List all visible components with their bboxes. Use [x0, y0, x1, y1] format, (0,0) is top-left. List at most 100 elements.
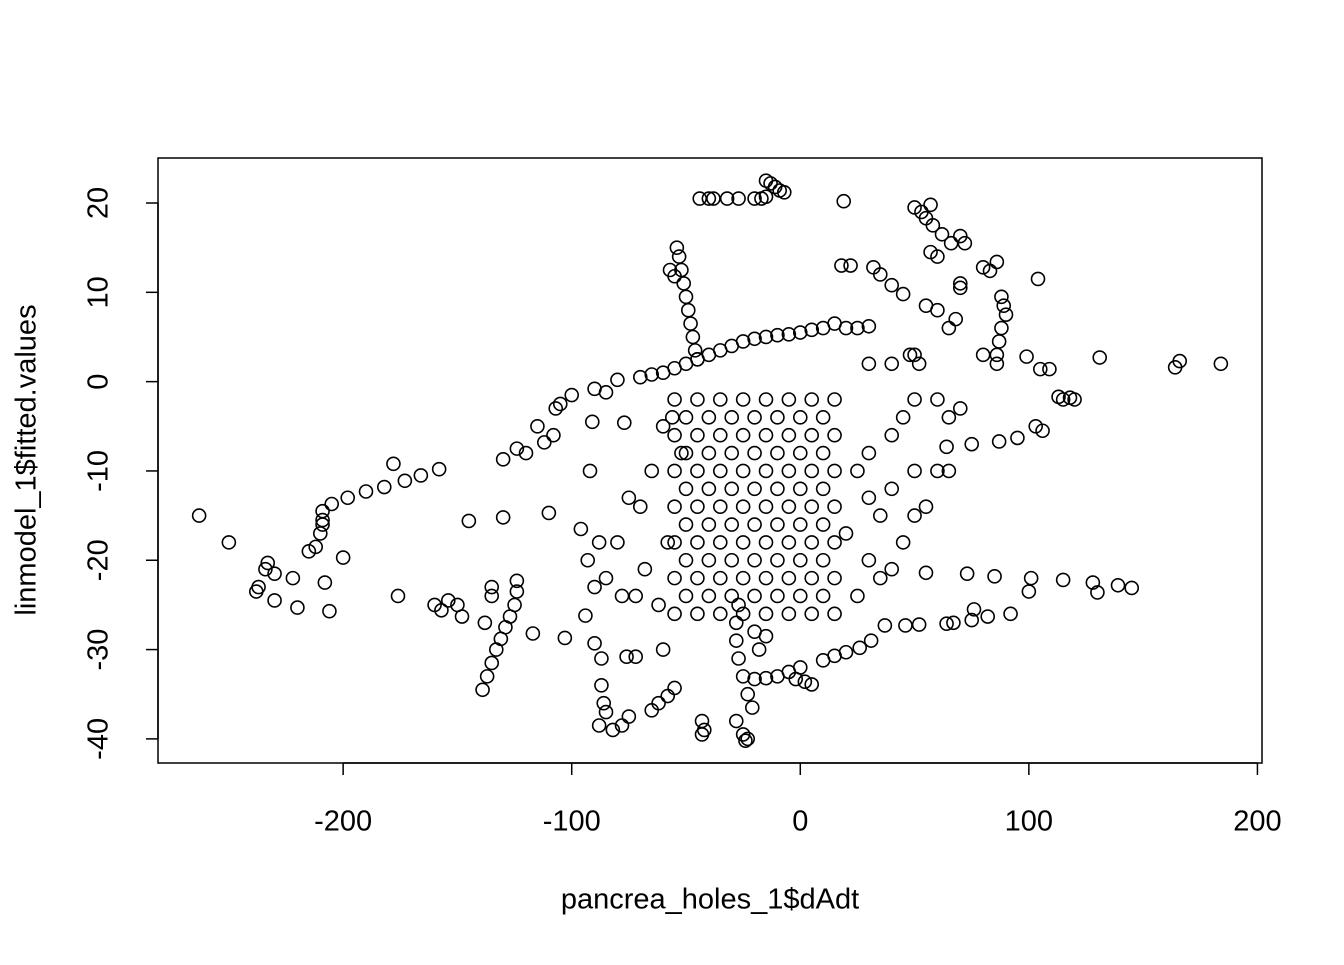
point: [994, 320, 1009, 336]
point: [308, 539, 324, 555]
point: [735, 499, 751, 514]
x-tick-label: 0: [792, 806, 808, 838]
point: [930, 463, 945, 479]
point: [690, 392, 705, 407]
point: [792, 481, 808, 497]
point: [335, 550, 351, 565]
point: [632, 369, 648, 385]
point: [484, 588, 500, 604]
point: [655, 642, 671, 657]
point: [728, 633, 744, 648]
point: [735, 606, 751, 622]
point: [1030, 271, 1046, 287]
point: [731, 191, 746, 206]
point: [1032, 361, 1048, 377]
point: [683, 316, 698, 331]
point: [598, 570, 614, 586]
point: [667, 680, 682, 696]
point: [315, 503, 330, 519]
point: [834, 258, 849, 273]
point: [941, 410, 957, 425]
point: [735, 535, 751, 550]
point: [957, 235, 973, 251]
point: [850, 463, 865, 479]
point: [930, 249, 945, 264]
point: [701, 481, 717, 497]
point: [781, 535, 797, 550]
point: [671, 249, 687, 264]
point: [644, 463, 660, 479]
point: [747, 331, 762, 347]
point: [1019, 349, 1034, 364]
point: [895, 286, 911, 302]
point: [1124, 580, 1140, 596]
point: [1021, 584, 1037, 599]
point: [980, 609, 996, 624]
point: [744, 700, 760, 715]
point: [667, 535, 682, 550]
point: [495, 510, 511, 525]
point: [747, 481, 762, 497]
point: [989, 356, 1005, 372]
point: [724, 552, 740, 568]
point: [610, 372, 625, 388]
point: [584, 414, 600, 430]
point: [1055, 392, 1071, 407]
point: [836, 193, 852, 209]
point: [895, 535, 911, 550]
point: [815, 588, 831, 604]
point: [610, 535, 625, 550]
point: [751, 642, 767, 657]
point: [943, 235, 959, 251]
point: [952, 228, 968, 244]
point: [594, 651, 609, 666]
point: [530, 418, 545, 434]
point: [792, 517, 808, 532]
point: [758, 535, 774, 550]
point: [815, 517, 831, 532]
point: [548, 401, 564, 416]
point: [758, 463, 774, 479]
point: [701, 445, 717, 461]
point: [797, 674, 813, 690]
point: [852, 640, 868, 656]
point: [781, 570, 797, 586]
point: [1092, 350, 1108, 365]
point: [573, 521, 589, 537]
point: [763, 176, 778, 191]
point: [998, 307, 1014, 322]
point: [747, 588, 762, 604]
point: [1035, 423, 1050, 439]
point: [390, 588, 406, 604]
point: [667, 427, 682, 443]
point: [758, 606, 774, 622]
point: [509, 441, 525, 456]
point: [1110, 577, 1126, 593]
point: [712, 392, 728, 407]
point: [918, 298, 934, 314]
point: [719, 191, 735, 206]
point: [952, 401, 968, 416]
point: [996, 298, 1012, 314]
y-tick-label: 20: [83, 187, 115, 219]
point: [861, 552, 877, 568]
point: [651, 695, 666, 711]
point: [863, 633, 879, 648]
point: [621, 490, 637, 506]
point: [747, 445, 762, 461]
point: [267, 593, 282, 608]
point: [591, 535, 607, 550]
point: [376, 479, 392, 495]
point: [667, 463, 682, 479]
point: [712, 499, 728, 514]
point: [258, 561, 273, 577]
point: [776, 184, 792, 200]
point: [815, 445, 831, 461]
point: [724, 445, 740, 461]
point: [781, 606, 797, 622]
point: [1090, 585, 1105, 600]
point: [1055, 572, 1071, 588]
point: [770, 669, 785, 684]
point: [781, 392, 797, 407]
point: [701, 588, 717, 604]
